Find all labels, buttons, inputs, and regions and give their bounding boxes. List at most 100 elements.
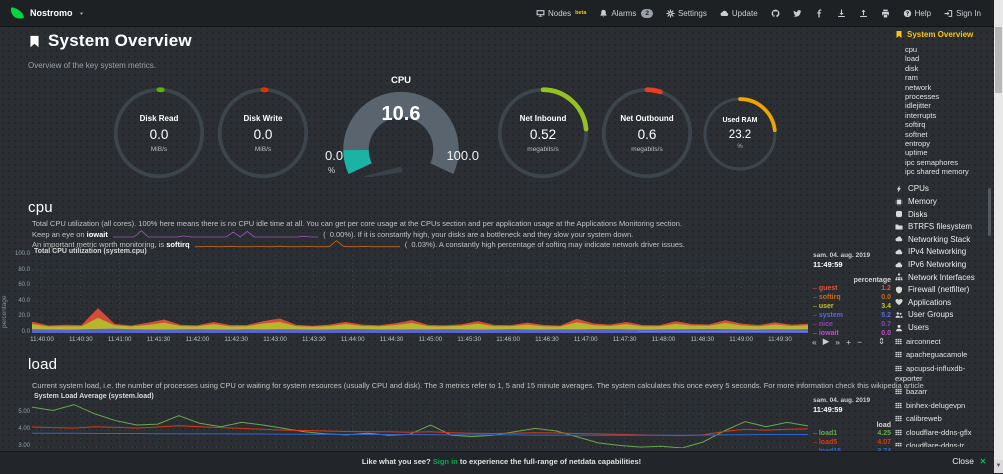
sidebar-subitem-load[interactable]: load [905,54,920,64]
bell-icon [599,9,608,18]
sidebar-item-user-groups[interactable]: User Groups [895,309,989,322]
footer-message: Like what you see? Sign in to experience… [361,457,642,466]
close-button[interactable]: Close [952,456,987,466]
x-tick-label: 11:44:30 [379,336,404,343]
scrollbar-thumb[interactable] [995,27,1002,93]
y-tick-label: 60.0 [18,282,30,289]
sidebar-host-calibreweb[interactable]: calibreweb [895,414,989,424]
x-tick-label: 11:46:00 [496,336,520,343]
signin-button[interactable]: Sign In [944,9,981,18]
sidebar-host-cloudflare-ddns-tr[interactable]: cloudflare-ddns-tr [895,441,989,447]
cloud-icon [895,248,903,256]
y-tick-label: 40.0 [18,297,30,304]
grid-icon [895,351,902,358]
footer-signin-link[interactable]: Sign in [432,457,458,466]
resize-icon[interactable]: ⇕ [877,336,886,346]
window-scrollbar[interactable]: ▼ [994,0,1003,473]
sidebar-item-ipv4-networking[interactable]: IPv4 Networking [895,246,989,259]
gauge-used-ram[interactable]: Used RAM 23.2 % [702,96,778,172]
sidebar-item-networking-stack[interactable]: Networking Stack [895,233,989,246]
bookmark-icon [28,34,41,49]
sitemap-icon [895,273,903,281]
load-chart-plot[interactable] [32,402,808,448]
sidebar-item-cpus[interactable]: CPUs [895,183,989,196]
sidebar-item-users[interactable]: Users [895,321,989,334]
sidebar-host-binhex-delugevpn[interactable]: binhex-delugevpn [895,401,989,411]
sidebar-subitem-softirq[interactable]: softirq [905,120,926,130]
help-button[interactable]: Help [903,9,931,18]
sidebar-item-applications[interactable]: Applications [895,296,989,309]
scrollbar-down-arrow[interactable]: ▼ [994,460,1003,473]
sidebar-subitem-processes[interactable]: processes [905,92,940,102]
sidebar-host-apacheguacamole[interactable]: apacheguacamole [895,350,989,360]
users-icon [895,311,903,319]
sidebar-subitem-uptime[interactable]: uptime [905,148,928,158]
gauge-disk-write[interactable]: Disk Write 0.0 MiB/s [216,86,310,180]
twitter-button[interactable] [793,9,802,18]
nodes-button[interactable]: Nodes beta [536,9,586,18]
sidebar-item-system-overview[interactable]: System Overview [895,30,989,39]
grid-icon [895,365,902,372]
chevron-down-icon[interactable] [78,10,85,17]
sidebar-item-network-interfaces[interactable]: Network Interfaces [895,271,989,284]
x-tick-label: 11:42:30 [224,336,249,343]
sidebar-host-airconnect[interactable]: airconnect [895,337,989,347]
y-tick-label: 80.0 [18,266,30,273]
sidebar-subitem-ipc-shared-memory[interactable]: ipc shared memory [905,167,969,177]
y-tick-label: 0.0 [21,329,30,335]
sidebar-subitem-softnet[interactable]: softnet [905,129,928,139]
zoom-in-icon[interactable]: + [846,336,851,347]
gauge-disk-read[interactable]: Disk Read 0.0 MiB/s [112,86,206,180]
gauge-cpu[interactable]: CPU 10.6 0.0 100.0 % [321,75,481,177]
export-button[interactable] [859,9,868,18]
facebook-button[interactable] [815,9,824,18]
sidebar-subitem-idlejitter[interactable]: idlejitter [905,101,931,111]
sidebar-item-firewall-netfilter-[interactable]: Firewall (netfilter) [895,283,989,296]
sidebar-subitem-cpu[interactable]: cpu [905,45,918,54]
sidebar-item-btrfs-filesystem[interactable]: BTRFS filesystem [895,220,989,233]
sidebar-subitem-ipc-semaphores[interactable]: ipc semaphores [905,157,958,167]
sidebar-subitem-disk[interactable]: disk [905,63,919,73]
sidebar-subitem-entropy[interactable]: entropy [905,139,931,149]
cpu-description-line3: An important metric worth monitoring, is… [32,240,685,249]
gauge-net-outbound[interactable]: Net Outbound 0.6 megabits/s [600,86,694,180]
x-tick-label: 11:42:00 [185,336,210,343]
upload-icon [859,9,868,18]
sidebar-item-ipv6-networking[interactable]: IPv6 Networking [895,258,989,271]
github-button[interactable] [771,9,780,18]
cpu-chart-legend: sam. 04. aug. 2019 11:49:59 percentage g… [813,252,891,338]
sidebar-host-bazarr[interactable]: bazarr [895,387,989,397]
print-button[interactable] [881,9,890,18]
sidebar-host-cloudflare-ddns-gflx[interactable]: cloudflare-ddns-gflx [895,428,989,438]
update-button[interactable]: Update [720,9,758,18]
sidebar-subitem-ram[interactable]: ram [905,73,918,83]
sidebar-subitems: cpu load disk ram network processes idlejitter… [905,45,989,177]
alarms-button[interactable]: Alarms 2 [599,8,653,18]
machine-name[interactable]: Nostromo [30,8,73,18]
sidebar-subitem-network[interactable]: network [905,82,932,92]
sidebar-host-apcupsd-influxdb-exporter[interactable]: apcupsd-influxdb-exporter [895,363,966,383]
gauge-net-inbound[interactable]: Net Inbound 0.52 megabits/s [496,86,590,180]
pan-backward-icon[interactable]: « [812,336,817,347]
sidebar-subitem-interrupts[interactable]: interrupts [905,110,937,120]
cpu-chart-plot[interactable] [32,255,808,333]
play-icon[interactable]: ▶ [822,336,830,346]
pan-forward-icon[interactable]: » [835,336,841,347]
cpu-chart-yticks: 100.0 80.0 60.0 40.0 20.0 0.0 [8,251,30,339]
sidebar-item-memory[interactable]: Memory [895,195,989,208]
sidebar-scrollbar-thumb[interactable] [988,188,991,236]
netdata-logo[interactable] [10,6,25,21]
sidebar-item-disks[interactable]: Disks [895,208,989,221]
zoom-out-icon[interactable]: − [856,336,862,347]
import-button[interactable] [837,9,846,18]
legend-date: sam. 04. aug. 2019 [813,397,871,404]
settings-button[interactable]: Settings [666,8,707,18]
